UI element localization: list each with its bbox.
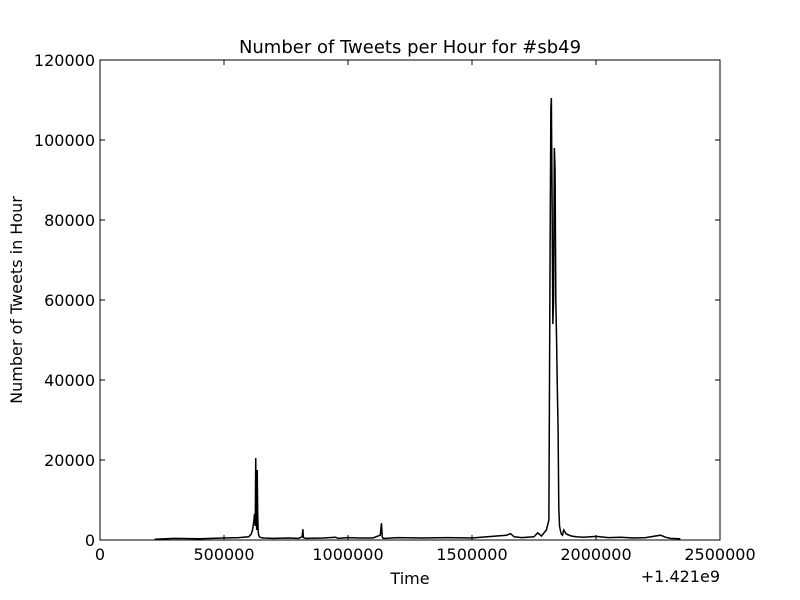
- y-tick-label: 60000: [44, 291, 95, 310]
- y-tick-label: 80000: [44, 211, 95, 230]
- y-axis: 0 20000 40000 60000 80000 100000 120000: [34, 51, 720, 550]
- x-tick-label: 2000000: [560, 545, 631, 564]
- x-axis-offset-label: +1.421e9: [641, 567, 720, 586]
- x-tick-label: 500000: [193, 545, 254, 564]
- y-tick-label: 0: [85, 531, 95, 550]
- x-tick-label: 1000000: [312, 545, 383, 564]
- y-tick-label: 120000: [34, 51, 95, 70]
- y-tick-label: 100000: [34, 131, 95, 150]
- x-axis-label: Time: [389, 569, 429, 588]
- x-axis: 0 500000 1000000 1500000 2000000 2500000: [95, 60, 756, 564]
- y-tick-label: 40000: [44, 371, 95, 390]
- chart-title: Number of Tweets per Hour for #sb49: [239, 37, 581, 58]
- y-axis-label: Number of Tweets in Hour: [7, 196, 26, 404]
- x-tick-label: 0: [95, 545, 105, 564]
- y-tick-label: 20000: [44, 451, 95, 470]
- plot-area: [154, 97, 681, 540]
- series-line: [154, 97, 681, 540]
- x-tick-label: 1500000: [436, 545, 507, 564]
- x-tick-label: 2500000: [684, 545, 755, 564]
